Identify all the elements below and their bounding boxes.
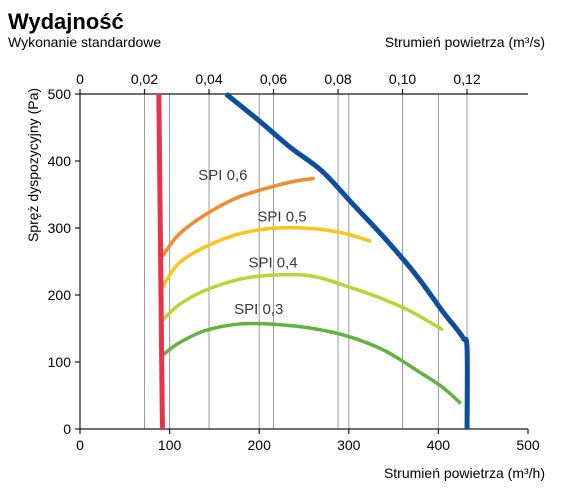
- x-tick-label: 400: [427, 437, 451, 453]
- y-tick-label: 200: [48, 287, 72, 303]
- series: [156, 92, 470, 430]
- x-tick-label: 100: [158, 437, 182, 453]
- series-labels: SPI 0,6 SPI 0,5 SPI 0,4 SPI 0,3: [198, 167, 306, 318]
- y-tick-label: 500: [48, 86, 72, 102]
- top-axis-label: Strumień powietrza (m³/s): [385, 34, 545, 50]
- x2-tick-label: 0,12: [453, 71, 480, 87]
- y-tick-label: 400: [48, 153, 72, 169]
- series-line-fan-curve: [224, 92, 470, 430]
- spi-label: SPI 0,4: [248, 255, 297, 272]
- spi-label: SPI 0,5: [257, 208, 306, 225]
- x2-tick-label: 0,10: [389, 71, 416, 87]
- x2-tick-label: 0: [76, 71, 84, 87]
- spi-label: SPI 0,3: [234, 301, 283, 318]
- chart-subtitle: Wykonanie standardowe: [8, 34, 161, 50]
- y-tick-label: 300: [48, 220, 72, 236]
- x2-tick-label: 0,08: [324, 71, 351, 87]
- series-line-limit-min: [156, 93, 165, 430]
- series-line-spi-06: [161, 176, 315, 258]
- spi-label: SPI 0,6: [198, 167, 247, 184]
- x2-tick-label: 0,02: [131, 71, 158, 87]
- x-tick-label: 0: [76, 437, 84, 453]
- chart-title: Wydajność: [8, 9, 124, 34]
- y-axis-label: Spręż dyspozycyjny (Pa): [25, 88, 41, 242]
- x2-tick-label: 0,04: [195, 71, 222, 87]
- series-line-spi-03: [161, 321, 462, 405]
- series-line-spi-04: [161, 272, 444, 332]
- x-tick-label: 500: [516, 437, 540, 453]
- y-tick-label: 0: [63, 421, 71, 437]
- y-tick-label: 100: [48, 354, 72, 370]
- x-tick-label: 300: [337, 437, 361, 453]
- x2-tick-label: 0,06: [260, 71, 287, 87]
- grid: [144, 94, 468, 429]
- bottom-axis-label: Strumień powietrza (m³/h): [384, 465, 545, 481]
- series-line-spi-05: [160, 225, 372, 288]
- x-tick-label: 200: [248, 437, 272, 453]
